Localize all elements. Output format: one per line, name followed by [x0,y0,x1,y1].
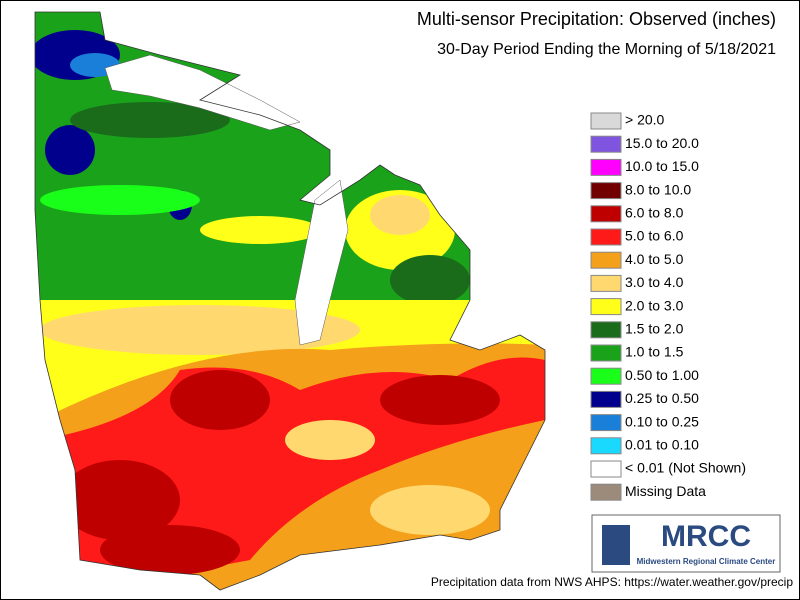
legend-swatch [590,321,622,339]
legend-label: 8.0 to 10.0 [625,181,691,197]
region-outline [34,11,546,591]
legend-label: 3.0 to 4.0 [625,274,684,290]
legend-label: < 0.01 (Not Shown) [625,460,746,476]
title: Multi-sensor Precipitation: Observed (in… [417,9,776,29]
legend-label: 2.0 to 3.0 [625,297,684,313]
legend-swatch [590,228,622,246]
legend-label: 1.0 to 1.5 [625,344,684,360]
legend-swatch [590,298,622,316]
legend-label: 0.50 to 1.00 [625,367,699,383]
legend-swatch [590,460,622,478]
legend-swatch [590,251,622,269]
legend-swatch [590,437,622,455]
subtitle: 30-Day Period Ending the Morning of 5/18… [437,41,776,58]
legend-swatch [590,182,622,200]
legend-swatch [590,390,622,408]
legend-swatch [590,112,622,130]
legend-label: 15.0 to 20.0 [625,135,699,151]
legend-label: 5.0 to 6.0 [625,228,684,244]
legend-swatch [590,344,622,362]
legend-label: 0.25 to 0.50 [625,390,699,406]
legend-swatch [590,274,622,292]
logo-name: MRCC [661,520,751,553]
legend-label: 6.0 to 8.0 [625,205,684,221]
legend-swatch [590,414,622,432]
legend-swatch [590,367,622,385]
lakes [104,54,349,346]
legend-label: 1.5 to 2.0 [625,321,684,337]
credit: Precipitation data from NWS AHPS: https:… [431,575,793,589]
legend: > 20.0 15.0 to 20.0 10.0 to 15.0 8.0 to 10.… [590,112,746,501]
legend-label: Missing Data [625,483,706,499]
logo-full-name: Midwestern Regional Climate Center [637,557,776,566]
legend-swatch [590,205,622,223]
legend-label: 10.0 to 15.0 [625,158,699,174]
logo-icon [602,525,630,565]
legend-swatch [590,158,622,176]
legend-swatch [590,483,622,501]
legend-label: 0.01 to 0.10 [625,437,699,453]
legend-label: 0.10 to 0.25 [625,413,699,429]
logo: MRCC Midwestern Regional Climate Center [591,514,781,573]
legend-label: 4.0 to 5.0 [625,251,684,267]
legend-swatch [590,135,622,153]
legend-label: > 20.0 [625,112,665,128]
